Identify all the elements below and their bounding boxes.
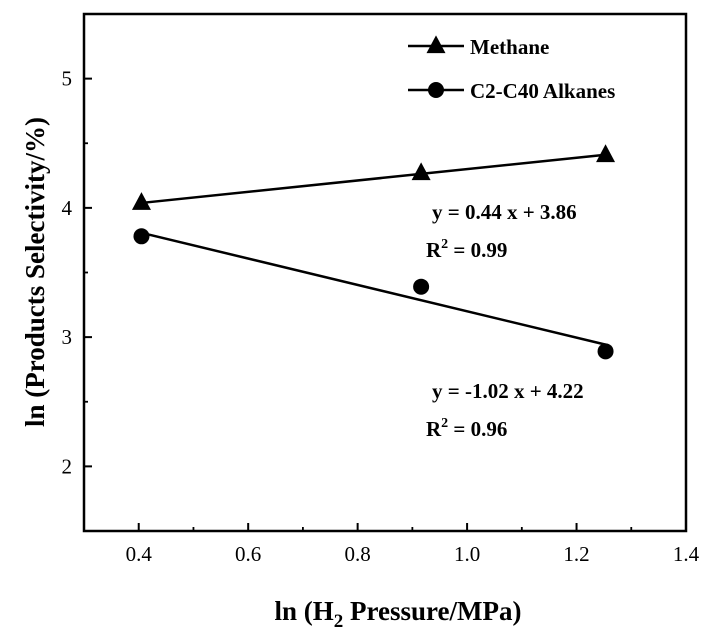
legend-item: Methane (408, 35, 549, 59)
y-tick-label: 3 (62, 325, 73, 349)
fit-annotation: y = 0.44 x + 3.86 R2 = 0.99 (426, 200, 577, 262)
fit-annotation: y = -1.02 x + 4.22 R2 = 0.96 (426, 379, 584, 441)
legend-label: Methane (470, 35, 549, 59)
y-tick-label: 4 (62, 196, 73, 220)
equation-text: y = -1.02 x + 4.22 (432, 379, 584, 403)
series-c2-c40-alkanes (133, 228, 614, 360)
series-layer (131, 144, 616, 360)
annotations: y = 0.44 x + 3.86 R2 = 0.99 y = -1.02 x + … (426, 200, 584, 441)
data-point (411, 162, 431, 181)
x-tick-label: 1.4 (673, 542, 700, 566)
legend-circle-marker (428, 82, 444, 98)
data-point (597, 343, 614, 360)
y-tick-label: 2 (62, 454, 73, 478)
legend-triangle-marker (426, 35, 446, 54)
equation-text: y = 0.44 x + 3.86 (432, 200, 577, 224)
x-tick-label: 1.0 (454, 542, 480, 566)
data-point (131, 192, 151, 210)
tick-layer: 0.4 0.6 0.8 1.0 1.2 1.4 2 3 4 5 (62, 13, 700, 566)
legend-label: C2-C40 Alkanes (470, 79, 615, 103)
legend: Methane C2-C40 Alkanes (408, 35, 615, 103)
legend-item: C2-C40 Alkanes (408, 79, 615, 103)
x-tick-label: 0.8 (345, 542, 371, 566)
x-axis-title: ln (H2 Pressure/MPa) (275, 596, 522, 632)
y-axis-title: ln (Products Selectivity/%) (20, 117, 50, 427)
fit-line (141, 231, 606, 346)
data-point (596, 144, 616, 163)
fit-line (141, 153, 606, 205)
data-point (413, 278, 430, 295)
series-methane (131, 144, 616, 210)
r-squared-text: R2 = 0.99 (426, 237, 507, 262)
x-tick-label: 0.6 (235, 542, 261, 566)
data-point (133, 228, 150, 245)
x-tick-label: 0.4 (126, 542, 153, 566)
r-squared-text: R2 = 0.96 (426, 416, 507, 441)
y-tick-label: 5 (62, 67, 73, 91)
x-tick-label: 1.2 (563, 542, 589, 566)
